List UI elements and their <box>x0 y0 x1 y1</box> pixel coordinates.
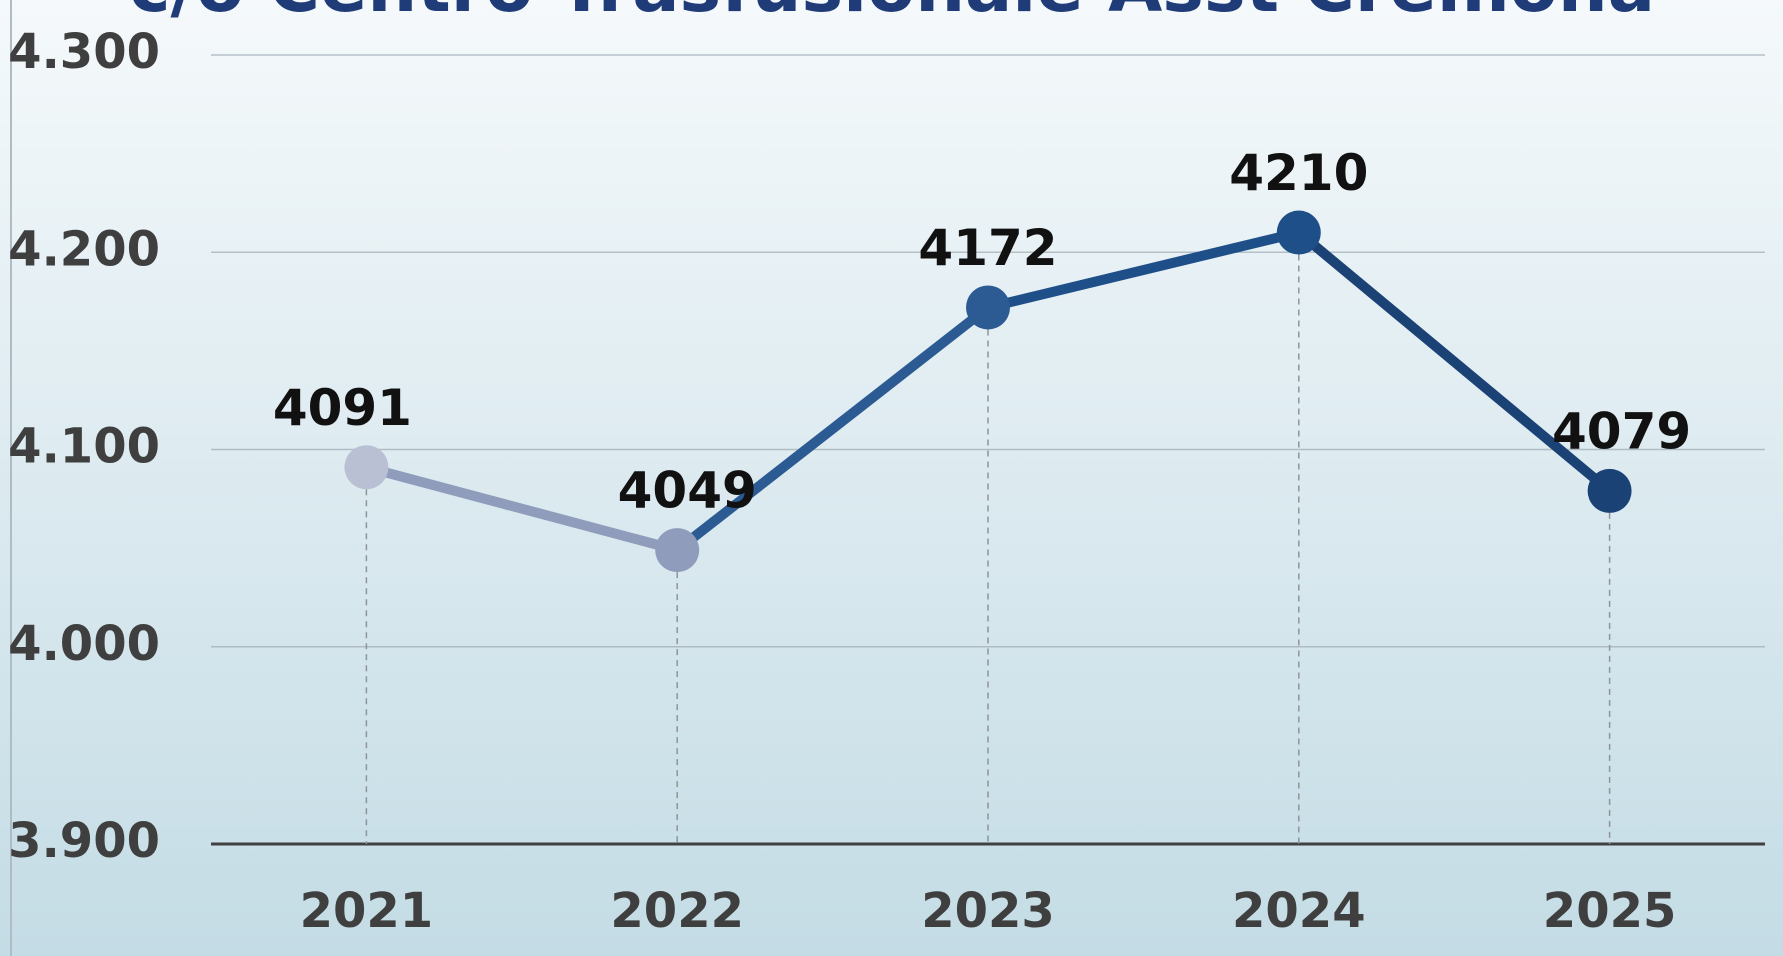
data-label: 4049 <box>618 462 757 520</box>
y-tick-label: 3.900 <box>8 813 160 869</box>
x-tick-label: 2025 <box>1543 883 1677 939</box>
point <box>1276 210 1321 255</box>
point <box>344 445 389 490</box>
y-tick-label: 4.100 <box>8 419 160 475</box>
chart-title: c/o Centro Trasfusionale Asst Cremona <box>129 0 1655 28</box>
y-tick-label: 4.000 <box>8 616 160 672</box>
point <box>655 528 700 573</box>
data-label: 4210 <box>1229 144 1368 202</box>
x-tick-label: 2021 <box>300 883 434 939</box>
x-tick-label: 2023 <box>921 883 1055 939</box>
x-tick-label: 2022 <box>610 883 744 939</box>
point <box>1587 468 1632 513</box>
y-tick-label: 4.200 <box>8 221 160 277</box>
y-tick-label: 4.300 <box>8 24 160 80</box>
data-label: 4091 <box>273 379 412 437</box>
point <box>966 285 1010 330</box>
x-tick-label: 2024 <box>1232 883 1366 939</box>
data-label: 4172 <box>918 219 1057 277</box>
data-label: 4079 <box>1552 402 1691 460</box>
